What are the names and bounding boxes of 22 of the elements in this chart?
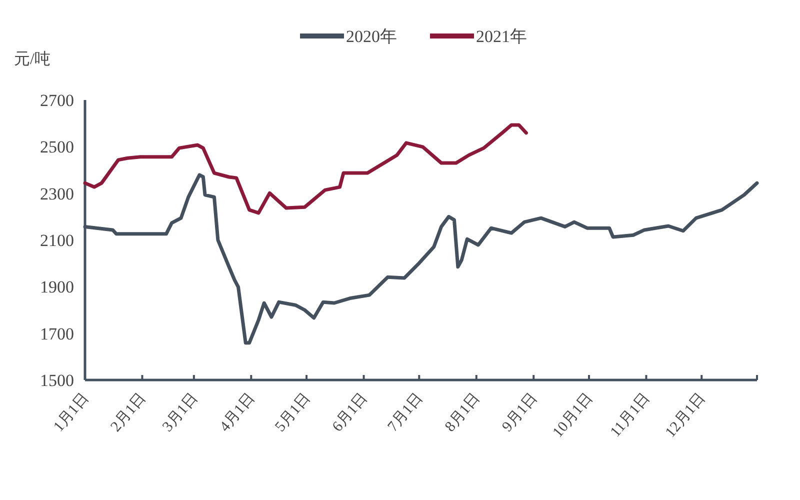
y-tick-label: 1700 [40,324,74,344]
x-tick-label: 5月1日 [272,390,314,436]
y-tick-label: 2300 [40,184,74,204]
x-tick-label: 3月1日 [160,390,201,436]
x-tick-label: 7月1日 [385,390,426,436]
legend-label: 2021年 [476,27,527,46]
x-tick-label: 6月1日 [330,390,371,436]
y-tick-label: 2700 [40,91,74,110]
x-tick-label: 10月1日 [550,390,596,441]
x-tick-label: 11月1日 [608,390,654,440]
x-tick-label: 4月1日 [217,390,258,436]
y-axis-title: 元/吨 [14,50,50,68]
legend-label: 2020年 [346,27,397,46]
x-tick-label: 8月1日 [442,390,484,436]
x-tick-label: 12月1日 [662,390,709,441]
y-tick-label: 1900 [40,278,74,297]
x-tick-label: 9月1日 [499,390,541,436]
y-tick-label: 2100 [40,231,74,250]
x-tick-label: 1月1日 [50,390,92,436]
y-tick-label: 1500 [40,371,74,390]
y-tick-label: 2500 [40,138,74,157]
x-tick-label: 2月1日 [108,390,150,436]
